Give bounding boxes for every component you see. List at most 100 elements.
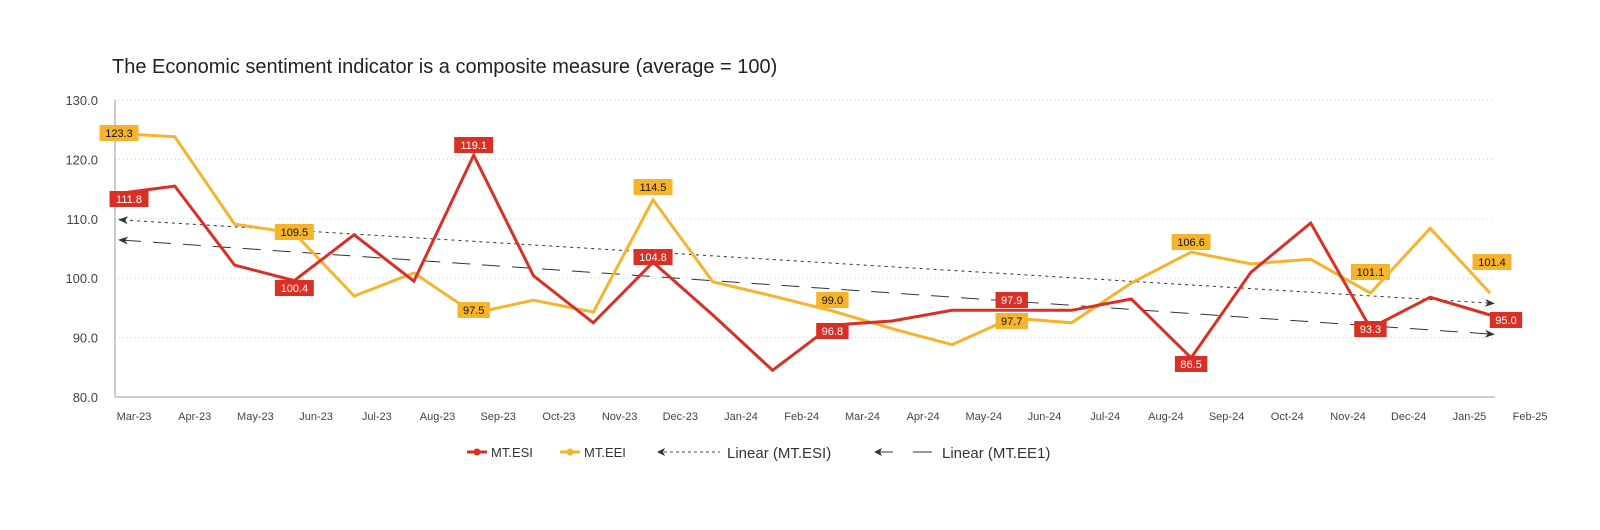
- x-tick-label: Jun-24: [1028, 411, 1062, 423]
- x-tick-label: Sep-24: [1209, 411, 1244, 423]
- y-tick-label: 90.0: [73, 331, 98, 346]
- data-label-text: 86.5: [1180, 359, 1201, 371]
- data-label-bg: [1489, 312, 1523, 328]
- data-label: 96.8: [816, 323, 849, 339]
- x-tick-label: Oct-23: [542, 411, 575, 423]
- x-tick-label: Dec-24: [1391, 411, 1426, 423]
- x-tick-label: Sep-23: [480, 411, 515, 423]
- data-label: 86.5: [1174, 356, 1208, 372]
- data-label-text: 111.8: [116, 194, 142, 206]
- x-tick-label: Oct-24: [1271, 411, 1304, 423]
- data-label-text: 104.8: [639, 252, 667, 264]
- x-tick-label: Nov-23: [602, 411, 637, 423]
- chart-title: The Economic sentiment indicator is a co…: [112, 56, 777, 78]
- legend-item-eei[interactable]: MT.EEI: [560, 445, 626, 460]
- data-label-text: 93.3: [1360, 324, 1381, 336]
- x-tick-label: Nov-24: [1330, 411, 1365, 423]
- legend-item-trend-esi[interactable]: Linear (MT.ESI): [657, 445, 831, 462]
- data-label-text: 97.5: [463, 305, 484, 317]
- x-tick-label: Apr-24: [907, 411, 940, 423]
- x-tick-label: Jun-23: [299, 411, 333, 423]
- data-label-bg: [995, 313, 1028, 329]
- data-label: 97.5: [457, 302, 490, 318]
- data-label-text: 123.3: [105, 128, 133, 140]
- legend-marker-esi-icon: [473, 448, 481, 456]
- data-label-bg: [816, 323, 849, 339]
- data-label: 101.4: [1472, 254, 1512, 270]
- data-label: 100.4: [274, 280, 314, 296]
- data-label-bg: [1171, 234, 1211, 250]
- data-label-text: 101.4: [1478, 257, 1506, 269]
- data-label-text: 109.5: [281, 227, 309, 239]
- y-tick-label: 130.0: [65, 93, 98, 108]
- data-label-text: 96.8: [822, 326, 843, 338]
- x-tick-label: Feb-24: [784, 411, 819, 423]
- data-label-text: 119.1: [460, 140, 487, 152]
- data-label-text: 95.0: [1495, 315, 1516, 327]
- data-label: 97.7: [995, 313, 1028, 329]
- data-label-text: 106.6: [1177, 237, 1205, 249]
- data-label: 95.0: [1489, 312, 1523, 328]
- x-tick-label: Jul-24: [1090, 411, 1120, 423]
- legend-marker-eei-icon: [566, 448, 574, 456]
- legend-label-eei: MT.EEI: [584, 445, 626, 460]
- legend: MT.ESI MT.EEI Linear (MT.ESI) Linear (MT…: [467, 445, 1050, 462]
- x-tick-label: Aug-24: [1148, 411, 1183, 423]
- x-tick-label: Mar-23: [117, 411, 152, 423]
- data-label: 93.3: [1354, 321, 1387, 337]
- legend-item-trend-ee1[interactable]: Linear (MT.EE1): [874, 445, 1050, 462]
- trendline-ee1: [118, 236, 1495, 338]
- data-label-bg: [1472, 254, 1512, 270]
- data-label-text: 97.9: [1001, 295, 1022, 307]
- legend-item-esi[interactable]: MT.ESI: [467, 445, 533, 460]
- y-tick-label: 120.0: [65, 152, 98, 167]
- x-tick-label: Aug-23: [420, 411, 455, 423]
- data-label-bg: [633, 179, 673, 195]
- data-label-text: 99.0: [822, 295, 843, 307]
- data-label-bg: [1354, 321, 1387, 337]
- data-label-bg: [633, 249, 673, 265]
- y-tick-label: 80.0: [73, 390, 98, 405]
- data-label: 97.9: [995, 292, 1028, 308]
- data-label: 104.8: [633, 249, 673, 265]
- data-label-bg: [99, 125, 139, 141]
- data-label: 114.5: [633, 179, 673, 195]
- data-label-bg: [1350, 264, 1390, 280]
- data-label: 106.6: [1171, 234, 1211, 250]
- y-tick-label: 110.0: [66, 212, 98, 227]
- data-label-bg: [457, 302, 490, 318]
- series-line-mt-eei: [114, 131, 1492, 347]
- series-line-mt-esi: [114, 151, 1491, 373]
- data-label-text: 97.7: [1001, 316, 1022, 328]
- x-tick-label: Dec-23: [663, 411, 698, 423]
- data-label-bg: [274, 280, 314, 296]
- data-label: 111.8: [109, 191, 149, 207]
- data-label-text: 114.5: [640, 182, 667, 194]
- legend-label-trend-ee1: Linear (MT.EE1): [942, 445, 1050, 462]
- data-label-bg: [454, 137, 494, 153]
- data-label-bg: [109, 191, 149, 207]
- legend-label-esi: MT.ESI: [491, 445, 533, 460]
- x-tick-label: Apr-23: [178, 411, 211, 423]
- x-tick-label: May-23: [237, 411, 274, 423]
- data-label: 101.1: [1350, 264, 1390, 280]
- arrow-left-icon: [657, 448, 665, 456]
- data-label-bg: [274, 224, 314, 240]
- x-tick-label: Jul-23: [362, 411, 392, 423]
- data-label-text: 100.4: [281, 283, 309, 295]
- x-tick-label: Mar-24: [845, 411, 880, 423]
- x-tick-label: Jan-25: [1453, 411, 1487, 423]
- data-label-bg: [995, 292, 1028, 308]
- y-tick-label: 100.0: [65, 271, 98, 286]
- arrow-left-icon: [874, 448, 882, 456]
- x-tick-label: Feb-25: [1513, 411, 1548, 423]
- data-label: 119.1: [454, 137, 494, 153]
- data-label: 109.5: [274, 224, 314, 240]
- data-label-bg: [1174, 356, 1208, 372]
- x-tick-label: Jan-24: [724, 411, 758, 423]
- x-tick-label: May-24: [965, 411, 1002, 423]
- data-label: 99.0: [816, 292, 849, 308]
- data-label-bg: [816, 292, 849, 308]
- legend-label-trend-esi: Linear (MT.ESI): [727, 445, 831, 462]
